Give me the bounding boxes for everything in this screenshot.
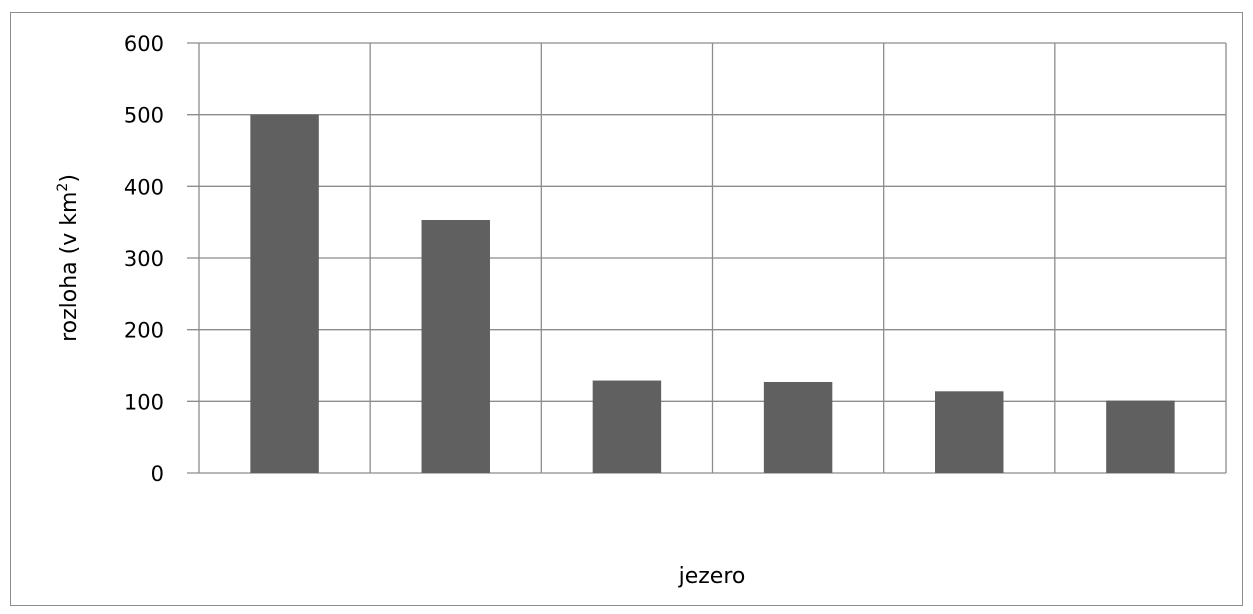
y-axis-title-end: ) — [57, 174, 82, 183]
y-tick-label: 500 — [124, 104, 164, 128]
bars — [250, 114, 1175, 474]
bar — [935, 391, 1004, 473]
y-tick-label: 100 — [124, 390, 164, 414]
chart-frame — [10, 12, 1243, 606]
y-tick-label: 300 — [124, 247, 164, 271]
bar — [763, 381, 833, 473]
x-axis-title: jezero — [678, 564, 746, 589]
bar — [421, 220, 490, 473]
y-tick-labels: 0 100 200 300 400 500 600 — [124, 32, 164, 486]
y-axis-title-superscript: 2 — [55, 183, 71, 192]
y-tick-label: 0 — [151, 462, 164, 486]
bar — [1106, 400, 1175, 473]
y-tick-label: 200 — [124, 319, 164, 343]
y-axis-title: rozloha (v km2) — [55, 174, 82, 342]
y-axis-title-main: rozloha (v km — [57, 192, 82, 342]
y-tick-label: 600 — [124, 32, 164, 56]
grid — [187, 42, 1227, 474]
bar — [250, 114, 319, 474]
bar — [592, 380, 662, 473]
y-tick-label: 400 — [124, 175, 164, 199]
